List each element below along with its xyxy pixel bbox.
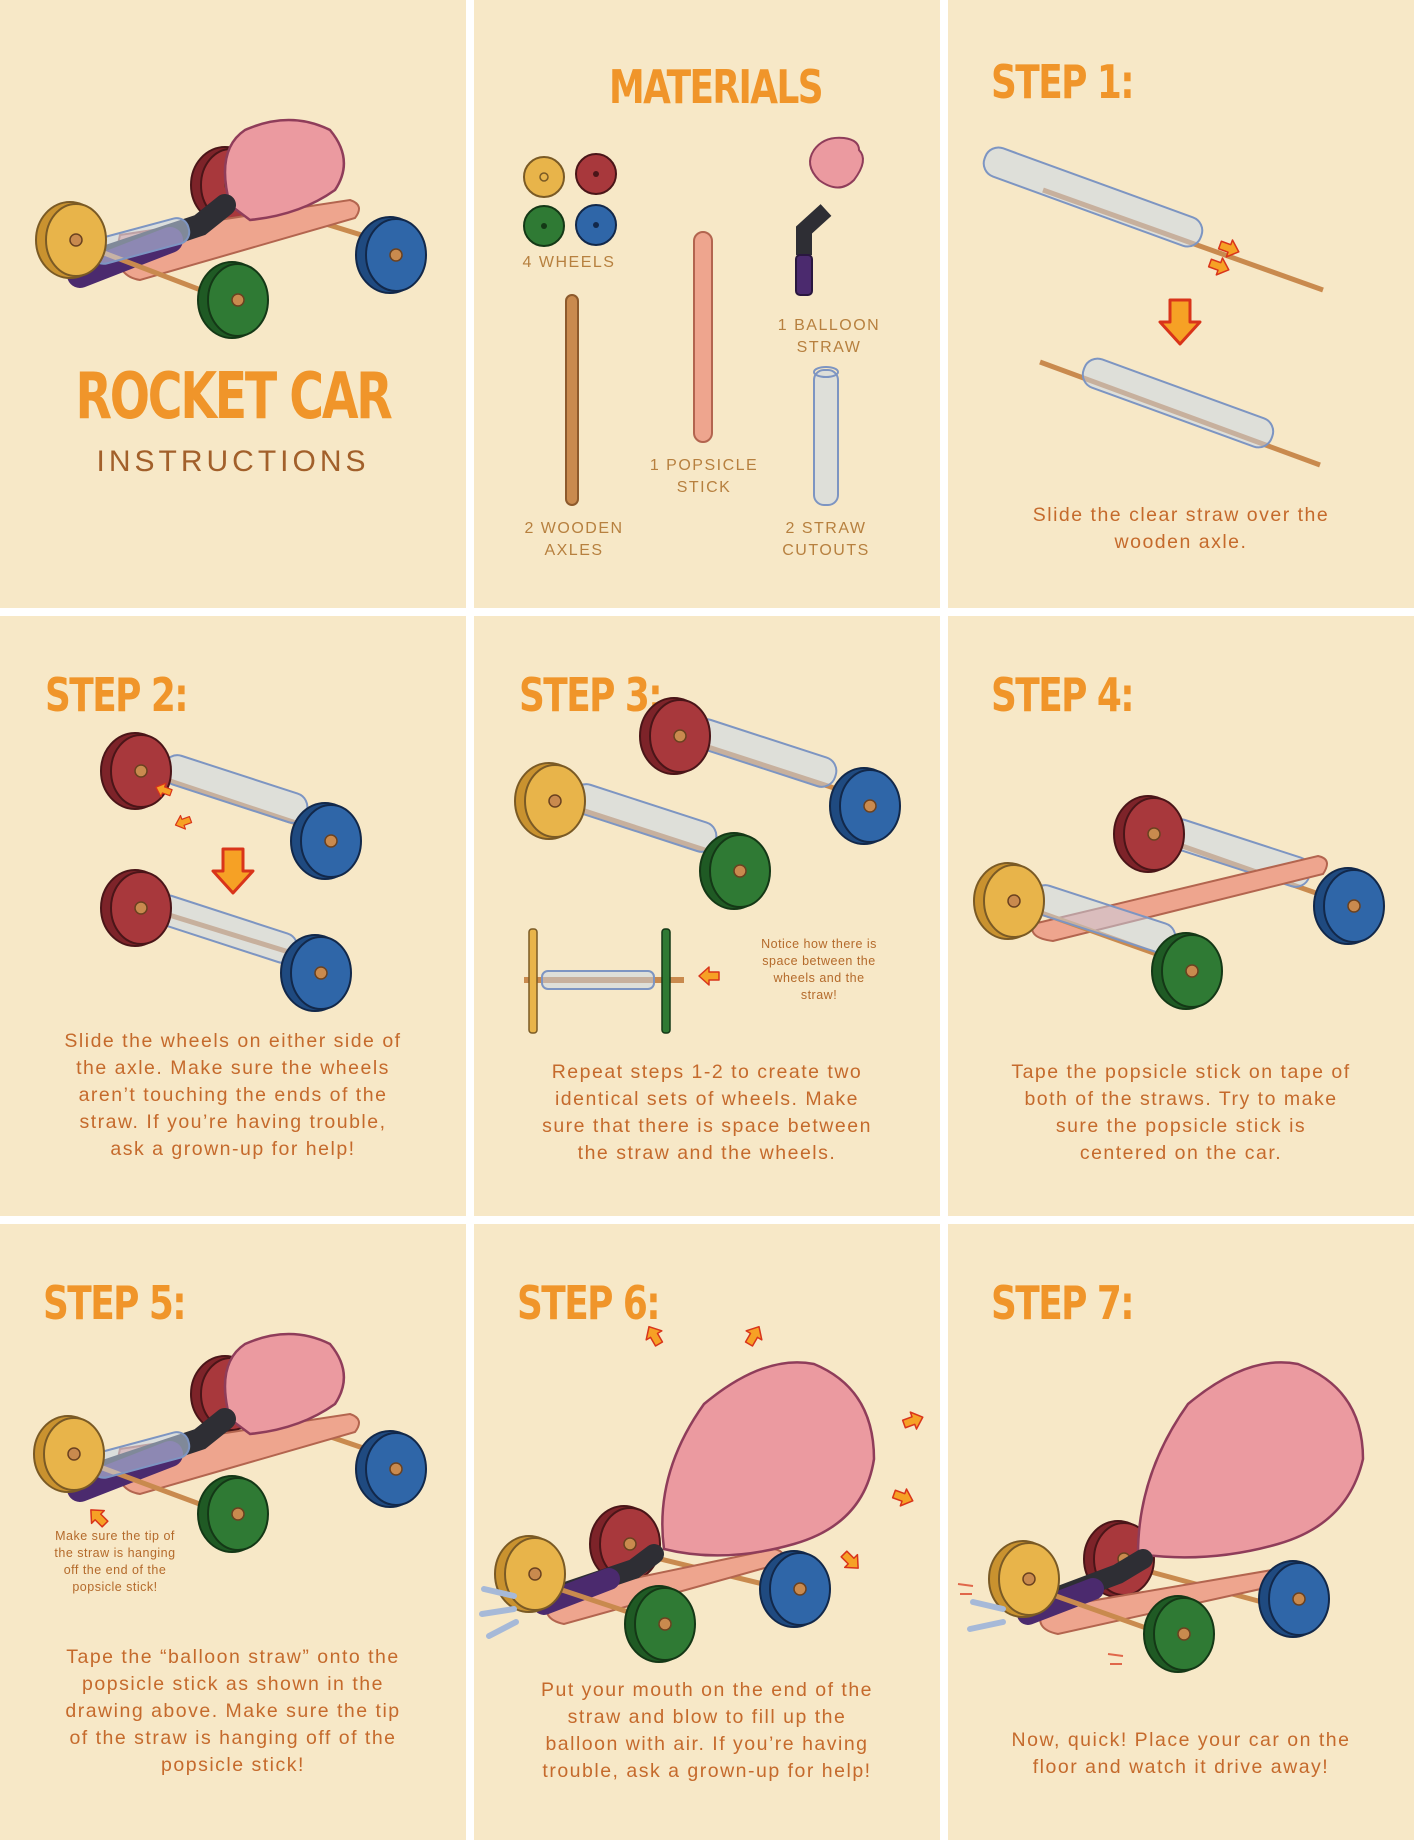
- step-1-illustration: [982, 146, 1324, 468]
- step-6-text: Put your mouth on the end of the straw a…: [540, 1679, 874, 1782]
- step-1-card: STEP 1: Slide the clear straw over the w…: [948, 0, 1414, 608]
- step-3-illustration: [514, 697, 901, 1034]
- wheels-label: 4 WHEELS: [522, 254, 616, 271]
- materials-card: MATERIALS 4 WHEELS 1 BALLOON STRAW 1 POP…: [474, 0, 940, 608]
- step-2-title: STEP 2:: [45, 668, 189, 722]
- step-5-illustration: [33, 1332, 427, 1553]
- cover-title: ROCKET CAR: [75, 360, 392, 434]
- step-4-card: STEP 4: Tape the popsicle stick on tape …: [948, 616, 1414, 1216]
- step-2-card: STEP 2: Slide the wheels on either side …: [0, 616, 466, 1216]
- step-5-text: Tape the “balloon straw” onto the popsic…: [65, 1646, 401, 1776]
- step-5-note: Make sure the tip of the straw is hangin…: [54, 1529, 176, 1594]
- step-2-illustration: [100, 732, 362, 1012]
- step-4-illustration: [973, 795, 1385, 1010]
- balloon-straw-label: 1 BALLOON STRAW: [777, 317, 881, 356]
- rocket-car-illustration: [35, 118, 427, 339]
- step-5-card: STEP 5: Make sure the tip of the straw i…: [0, 1224, 466, 1840]
- straw-cutouts-label: 2 STRAW CUTOUTS: [782, 520, 870, 559]
- step-6-title: STEP 6:: [517, 1276, 661, 1330]
- step-4-text: Tape the popsicle stick on tape of both …: [1011, 1061, 1351, 1164]
- step-2-text: Slide the wheels on either side of the a…: [64, 1030, 402, 1160]
- step-6-illustration: [479, 1321, 927, 1663]
- step-3-title: STEP 3:: [519, 668, 663, 722]
- step-7-illustration: [957, 1361, 1365, 1673]
- wooden-axles-label: 2 WOODEN AXLES: [524, 520, 624, 559]
- cover-card: ROCKET CAR INSTRUCTIONS: [0, 0, 466, 608]
- step-5-title: STEP 5:: [43, 1276, 187, 1330]
- step-1-title: STEP 1:: [991, 55, 1135, 109]
- step-7-card: STEP 7: Now, quick! Place your car on th…: [948, 1224, 1414, 1840]
- step-6-card: STEP 6: Put your mouth on the end of the…: [474, 1224, 940, 1840]
- step-3-note: Notice how there is space between the wh…: [761, 937, 877, 1002]
- materials-heading: MATERIALS: [609, 60, 824, 114]
- step-3-text: Repeat steps 1-2 to create two identical…: [542, 1061, 872, 1164]
- step-7-title: STEP 7:: [991, 1276, 1135, 1330]
- step-4-title: STEP 4:: [991, 668, 1135, 722]
- step-7-text: Now, quick! Place your car on the floor …: [1011, 1729, 1351, 1778]
- materials-illustration: [523, 136, 864, 506]
- cover-subtitle: INSTRUCTIONS: [96, 445, 370, 478]
- step-1-text: Slide the clear straw over the wooden ax…: [1032, 504, 1330, 553]
- popsicle-stick-label: 1 POPSICLE STICK: [649, 457, 759, 496]
- step-3-card: STEP 3: Notice how there is space betwee…: [474, 616, 940, 1216]
